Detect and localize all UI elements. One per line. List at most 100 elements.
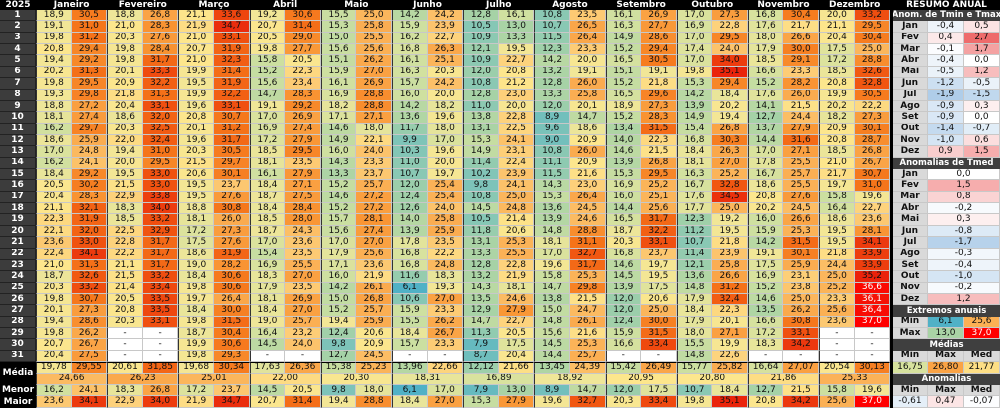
tmin-cell: 17,0 — [676, 10, 713, 22]
tmin-cell: 18,7 — [178, 328, 214, 340]
tmin-cell: 18,6 — [178, 248, 214, 260]
tmax-cell: 30,4 — [854, 32, 891, 45]
tmax-cell: 25,5 — [356, 32, 392, 45]
tmax-cell: 32,2 — [641, 225, 677, 238]
tmin-cell: 11,0 — [391, 157, 428, 170]
mean-tmin: 15,77 — [676, 362, 713, 374]
tmax-cell: 26,4 — [569, 191, 606, 204]
tmin-cell: - — [107, 339, 143, 351]
highest-tmin: 20,3 — [605, 396, 642, 408]
tmin-cell: 21,8 — [107, 89, 143, 101]
tmax-cell: 27,2 — [71, 100, 108, 113]
tmin-cell: 11,6 — [391, 271, 428, 283]
tmax-cell: 29,5 — [142, 157, 179, 170]
tmin-cell: 20,9 — [819, 123, 855, 135]
tmin-anomaly: -0,9 — [928, 100, 964, 113]
tmax-cell: 28,1 — [356, 214, 392, 226]
mean-tmax: 30,13 — [854, 362, 891, 374]
tmin-cell: 8,9 — [534, 112, 570, 124]
tmin-cell: 16,8 — [391, 259, 428, 272]
tmax-cell: 24,5 — [783, 203, 820, 215]
month-label: Ago — [893, 100, 928, 113]
month-label: Out — [893, 271, 928, 283]
tmin-cell: 19,9 — [178, 66, 214, 79]
tmax-cell: 33,1 — [783, 328, 820, 340]
tmin-cell: 16,7 — [676, 180, 713, 192]
tmin-cell: 18,9 — [36, 10, 72, 22]
mean-tmin: 13,45 — [534, 362, 570, 374]
tmax-cell: 26,1 — [356, 282, 392, 294]
lowest-tmax: 21,5 — [783, 384, 820, 397]
tmax-cell: 32,8 — [712, 180, 748, 192]
tmax-cell: 28,8 — [356, 100, 392, 113]
tmax-cell: 32,8 — [854, 78, 891, 90]
tmax-cell: 30,4 — [783, 10, 820, 22]
tmax-cell: 25,8 — [712, 259, 748, 272]
tmax-cell: 19,9 — [712, 339, 748, 351]
tmax-cell: 24,8 — [498, 203, 535, 215]
tmin-cell: 10,5 — [463, 214, 499, 226]
month-header: Agosto — [534, 0, 606, 10]
tmax-cell: 27,3 — [712, 10, 748, 22]
tmax-cell: 33,1 — [142, 100, 179, 113]
tmin-cell: 17,5 — [747, 259, 784, 272]
tmin-cell: 18,1 — [249, 293, 286, 306]
tmin-cell: 9,0 — [534, 134, 570, 147]
tmax-cell: 31,9 — [71, 214, 108, 226]
tmax-cell: 33,8 — [142, 191, 179, 204]
lowest-tmin: 12,7 — [747, 384, 784, 397]
tmax-cell: 34,1 — [71, 248, 108, 260]
tmax-cell: 27,9 — [285, 134, 321, 147]
tmin-cell: 20,9 — [107, 78, 143, 90]
tmax-cell: 32,2 — [142, 78, 179, 90]
tmax-cell: 23,9 — [498, 169, 535, 181]
tmin-cell: 14,0 — [391, 214, 428, 226]
tmax-cell: 26,6 — [783, 32, 820, 45]
month-header: Abril — [249, 0, 321, 10]
tmax-cell: 25,1 — [427, 55, 464, 67]
tmin-cell: 19,5 — [178, 78, 214, 90]
tmin-cell: 19,6 — [178, 100, 214, 113]
tmax-cell: 24,2 — [427, 10, 464, 22]
tmax-cell: 25,6 — [356, 248, 392, 260]
lowest-tmin: 16,2 — [36, 384, 72, 397]
tmin-cell: 13,8 — [534, 293, 570, 306]
tmin-cell: 15,9 — [391, 305, 428, 317]
lowest-tmax: 13,0 — [498, 384, 535, 397]
tmax-cell: 25,3 — [498, 237, 535, 249]
tmax-anomaly: 0,0 — [964, 55, 1000, 67]
tmin-cell: 14,8 — [676, 282, 713, 294]
mean-tmin: 20,61 — [107, 362, 143, 374]
extreme-tmin: 6,1 — [928, 316, 964, 329]
lowest-tmin: 12,0 — [605, 384, 642, 397]
tmin-cell: 19,8 — [178, 282, 214, 294]
tmax-cell: 26,5 — [569, 21, 606, 33]
tmin-cell: 22,3 — [36, 214, 72, 226]
tmin-cell: 17,9 — [747, 44, 784, 56]
tmin-cell: 9,8 — [320, 339, 357, 351]
tmin-cell: 16,9 — [676, 21, 713, 33]
tmin-cell: 19,5 — [107, 169, 143, 181]
tmax-cell: 31,7 — [142, 55, 179, 67]
tmax-cell: 31,2 — [71, 32, 108, 45]
tmax-cell: 18,4 — [712, 89, 748, 101]
tmax-cell: 33,9 — [854, 248, 891, 260]
tmin-cell: 20,3 — [36, 282, 72, 294]
mean-tmax: 25,82 — [712, 362, 748, 374]
tmax-cell: 19,6 — [427, 112, 464, 124]
tmin-cell: 21,0 — [819, 157, 855, 170]
tmin-cell: 11,8 — [463, 225, 499, 238]
tmax-cell: 24,5 — [356, 350, 392, 363]
tmax-cell: 22,7 — [427, 32, 464, 45]
tmin-cell: 16,5 — [605, 55, 642, 67]
tmin-anomaly: -0,1 — [928, 44, 964, 56]
highest-tmax: 34,1 — [71, 396, 108, 408]
tmax-cell: 31,1 — [569, 237, 606, 249]
tmax-cell: 24,0 — [712, 44, 748, 56]
tmin-cell: 10,9 — [463, 32, 499, 45]
tmin-cell: 17,5 — [178, 237, 214, 249]
tmin-cell: 14,6 — [605, 146, 642, 158]
highest-tmax: 35,1 — [712, 396, 748, 408]
tmax-cell: 29,5 — [641, 169, 677, 181]
tmax-cell: 24,0 — [427, 203, 464, 215]
